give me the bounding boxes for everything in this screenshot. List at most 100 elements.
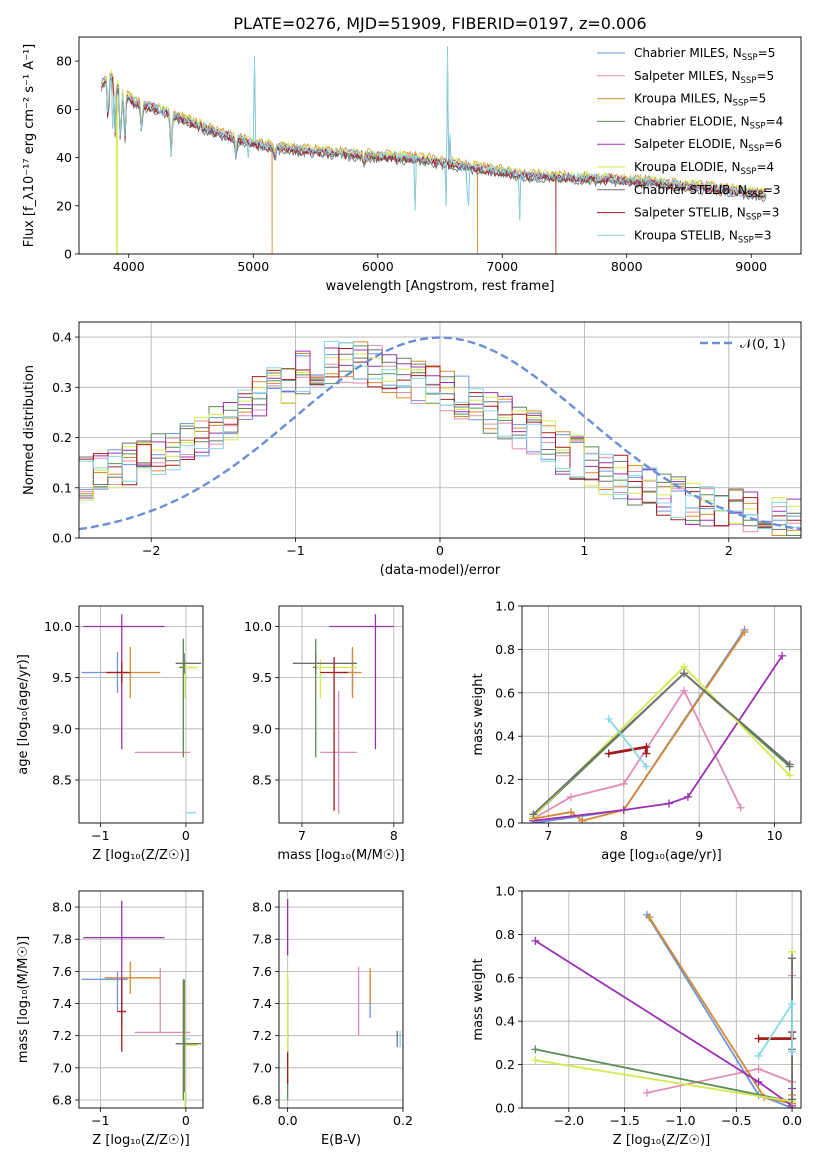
x-tick-label: −1 xyxy=(91,828,109,843)
y-tick-label: 0.0 xyxy=(495,1101,515,1116)
y-tick-label: 0.2 xyxy=(52,430,72,445)
data-point xyxy=(754,1064,763,1073)
plot-area xyxy=(287,899,401,1100)
y-axis-label: age [log₁₀(age/yr)] xyxy=(16,654,31,775)
legend-tail: =5 xyxy=(749,92,767,106)
y-tick-label: 7.2 xyxy=(52,1028,72,1043)
legend-tail: =3 xyxy=(762,206,780,220)
data-point xyxy=(531,1045,540,1054)
x-tick-label: −2 xyxy=(142,543,160,558)
data-point xyxy=(604,714,613,723)
data-point xyxy=(785,760,794,769)
y-tick-label: 0.1 xyxy=(52,480,72,495)
axes-frame xyxy=(78,36,802,255)
errorbar-chabrier-stelib xyxy=(175,653,202,674)
legend-label: Salpeter MILES, N xyxy=(634,69,741,83)
spectrum-line-kroupa-stelib xyxy=(101,46,767,221)
x-axis-label: Z [log₁₀(Z/Z☉)] xyxy=(613,1133,710,1148)
series-line xyxy=(532,672,791,815)
axes-frame xyxy=(278,605,404,824)
axes-frame xyxy=(78,605,204,824)
errorbar-salpeter-stelib xyxy=(106,662,131,683)
y-tick-label: 7.6 xyxy=(252,964,272,979)
legend-tail: =6 xyxy=(764,137,782,151)
legend-label: Chabrier ELODIE, N xyxy=(634,114,750,128)
legend-entry: Salpeter STELIB, NSSP=3 xyxy=(634,206,779,223)
y-tick-label: 8.5 xyxy=(52,773,72,788)
y-tick-label: 7.6 xyxy=(52,964,72,979)
y-tick-label: 10.0 xyxy=(44,619,72,634)
errorbar-salpeter-miles xyxy=(134,968,191,1034)
errorbar-chabrier-stelib xyxy=(292,653,358,674)
errorbar-kroupa-elodie xyxy=(183,981,198,1108)
axes-residuals: −2 −1 0 1 2 0.0 0.1 0.2 0.3 0.4 (data-model)/error… xyxy=(22,321,802,578)
y-axis-label: mass weight xyxy=(471,958,486,1040)
x-tick-label: 8000 xyxy=(611,259,643,274)
x-tick-label: 9000 xyxy=(735,259,767,274)
x-axis-label: (data-model)/error xyxy=(380,563,501,578)
series-kroupa-miles xyxy=(529,628,749,823)
errorbar-kroupa-elodie xyxy=(183,659,198,699)
x-tick-label: 0.2 xyxy=(393,1113,413,1128)
y-tick-label: 9.0 xyxy=(52,721,72,736)
y-tick-label: 7.8 xyxy=(52,932,72,947)
figure-title: PLATE=0276, MJD=51909, FIBERID=0197, z=0… xyxy=(233,14,646,33)
y-tick-label: 0.8 xyxy=(495,642,515,657)
data-point xyxy=(736,803,745,812)
axes-age-vs-Z: −1 0 8.5 9.0 9.5 10.0 Z [log₁₀(Z/Z☉)] age [log₁… xyxy=(16,605,204,863)
series-line xyxy=(533,629,746,823)
data-point xyxy=(531,1056,540,1065)
grid xyxy=(79,322,801,539)
legend-tail: =3 xyxy=(763,183,781,197)
series-salpeter-stelib xyxy=(604,743,651,758)
grid xyxy=(79,606,203,823)
series-line xyxy=(758,1032,794,1040)
series-line xyxy=(757,1000,793,1057)
axes-mass-vs-Z: −1 0 6.8 7.0 7.2 7.4 7.6 7.8 8.0 Z [log₁₀(Z/Z☉)] m… xyxy=(16,890,204,1148)
data-point xyxy=(754,1077,763,1086)
y-tick-label: 6.8 xyxy=(252,1092,272,1107)
legend-entry: Kroupa ELODIE, NSSP=4 xyxy=(634,160,774,177)
legend-entry: Kroupa STELIB, NSSP=3 xyxy=(634,228,772,245)
y-axis-label: Flux [f_λ10⁻¹⁷ erg cm⁻² s⁻¹ A⁻¹] xyxy=(22,44,37,248)
series-salpeter-elodie xyxy=(529,651,787,823)
series-chabrier-elodie xyxy=(531,954,797,1106)
legend-sub: SSP xyxy=(741,76,757,86)
y-tick-label: 0.0 xyxy=(495,816,515,831)
x-tick-label: 6000 xyxy=(362,259,394,274)
x-tick-label: 7 xyxy=(298,828,306,843)
y-tick-label: 0.0 xyxy=(52,531,72,546)
x-tick-label: −0.5 xyxy=(721,1113,751,1128)
y-tick-label: 0.3 xyxy=(52,380,72,395)
plot-area xyxy=(531,910,797,1108)
errorbar-salpeter-stelib xyxy=(117,979,127,1052)
y-tick-label: 9.5 xyxy=(252,670,272,685)
series-line xyxy=(646,914,793,1108)
legend-entry: Salpeter ELODIE, NSSP=6 xyxy=(634,137,782,154)
legend-tail: =5 xyxy=(756,69,774,83)
y-tick-label: 0.2 xyxy=(495,1057,515,1072)
y-tick-label: 6.8 xyxy=(52,1092,72,1107)
y-tick-label: 80 xyxy=(56,54,72,69)
legend-sub: SSP xyxy=(746,213,762,223)
data-point xyxy=(529,810,538,819)
axes-mass-vs-EBV: 0.0 0.2 6.8 7.0 7.2 7.4 7.6 7.8 8.0 E(B-V) xyxy=(252,890,413,1148)
x-tick-label: −1 xyxy=(286,543,304,558)
y-tick-label: 7.2 xyxy=(252,1028,272,1043)
legend-entry: Chabrier MILES, NSSP=5 xyxy=(634,46,775,63)
y-tick-label: 0.2 xyxy=(495,772,515,787)
grid xyxy=(279,891,404,1108)
y-tick-label: 1.0 xyxy=(495,884,515,899)
legend-label: Chabrier STELIB, N xyxy=(634,183,747,197)
legend-entry: Chabrier STELIB, NSSP=3 xyxy=(634,183,781,200)
legend-sub: SSP xyxy=(742,53,758,63)
legend-sub: SSP xyxy=(733,99,749,109)
legend-label: Chabrier MILES, N xyxy=(634,46,742,60)
series-line xyxy=(648,916,793,1105)
data-point xyxy=(683,792,692,801)
y-axis-label: Normed distribution xyxy=(22,365,37,495)
y-tick-label: 10.0 xyxy=(244,619,272,634)
grid xyxy=(79,891,203,1108)
x-tick-label: 8 xyxy=(620,828,628,843)
